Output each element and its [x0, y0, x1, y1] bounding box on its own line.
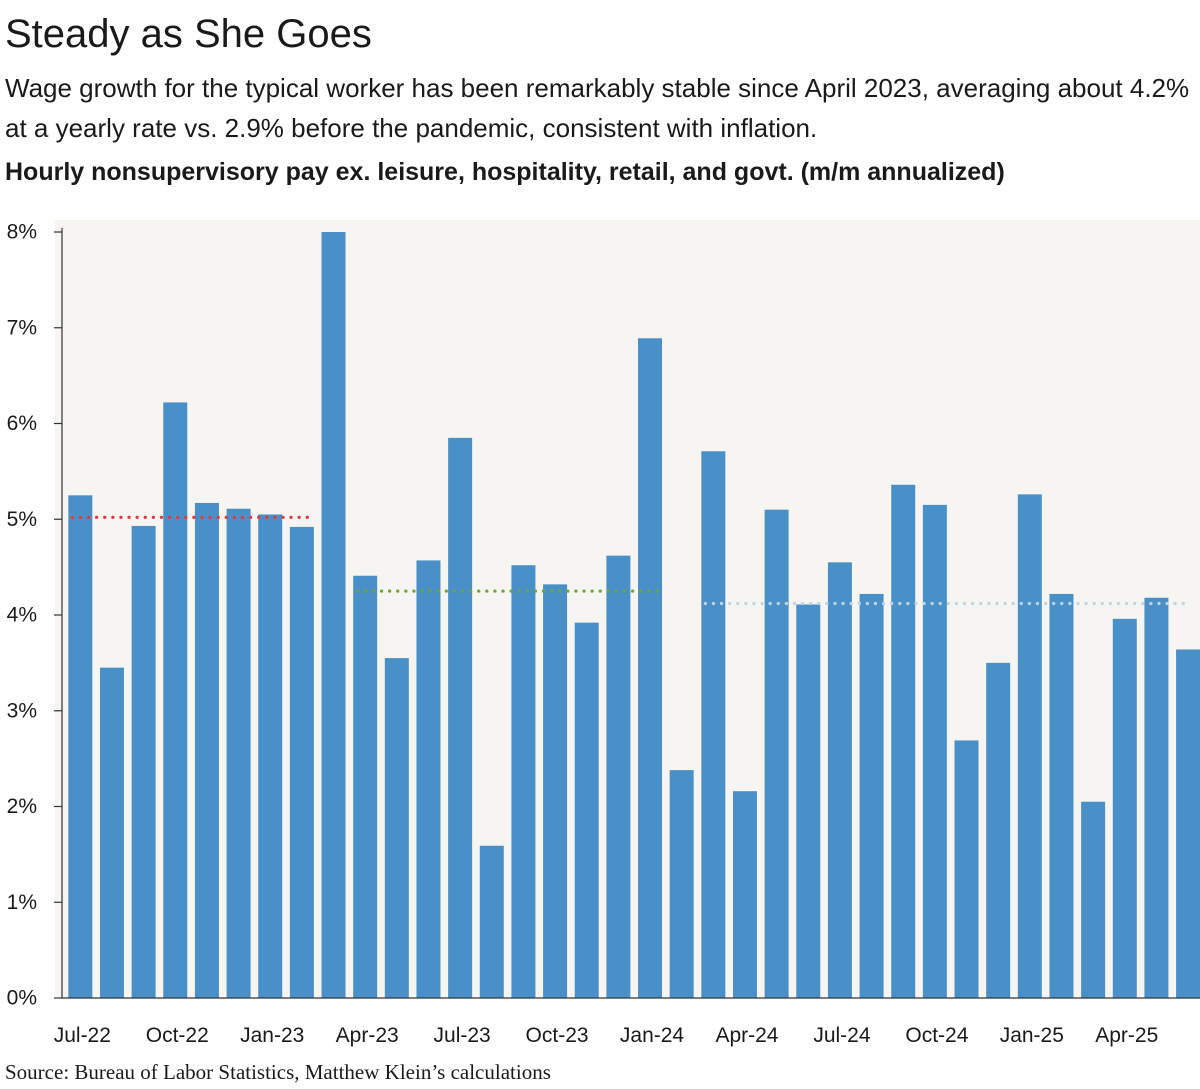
bar-oct-23: [543, 584, 568, 998]
bar-dec-22: [226, 508, 251, 998]
x-tick-label: Jul-23: [434, 1024, 491, 1047]
bar-may-24: [764, 509, 789, 998]
bar-apr-25: [1112, 618, 1137, 998]
bar-jun-24: [796, 604, 821, 998]
bar-apr-23: [353, 575, 378, 998]
x-tick-label: Jan-24: [620, 1024, 685, 1047]
bar-aug-22: [99, 667, 124, 998]
x-tick-label: Apr-24: [715, 1024, 778, 1047]
x-tick-label: Jul-22: [54, 1024, 111, 1047]
y-tick-label: 8%: [7, 221, 37, 244]
bar-oct-22: [163, 402, 188, 998]
bar-jan-25: [1017, 494, 1042, 998]
x-tick-label: Oct-22: [146, 1024, 209, 1047]
y-tick-label: 4%: [7, 604, 37, 627]
bar-nov-22: [194, 502, 219, 998]
y-tick-label: 5%: [7, 508, 37, 531]
bar-oct-24: [922, 504, 947, 998]
bar-dec-24: [986, 662, 1011, 998]
bar-nov-23: [574, 622, 599, 998]
bar-nov-24: [954, 740, 979, 998]
y-tick-label: 3%: [7, 699, 37, 722]
y-tick-label: 2%: [7, 795, 37, 818]
source-note: Source: Bureau of Labor Statistics, Matt…: [5, 1060, 551, 1084]
bar-mar-24: [701, 451, 726, 999]
bar-may-25: [1144, 597, 1169, 998]
bar-feb-23: [289, 526, 314, 998]
bar-jul-22: [68, 495, 93, 998]
bars: [68, 232, 1200, 999]
bar-jul-23: [448, 437, 473, 998]
y-tick-label: 7%: [7, 316, 37, 339]
y-tick-label: 1%: [7, 891, 37, 914]
bar-jun-25: [1176, 649, 1200, 998]
bar-may-23: [384, 658, 409, 998]
x-tick-label: Oct-23: [526, 1024, 589, 1047]
bar-aug-24: [859, 593, 884, 998]
x-tick-label: Apr-25: [1095, 1024, 1158, 1047]
bar-mar-23: [321, 232, 346, 998]
bar-dec-23: [606, 555, 631, 998]
bar-sep-24: [891, 484, 916, 998]
bar-feb-25: [1049, 593, 1074, 998]
x-tick-label: Apr-23: [336, 1024, 399, 1047]
chart-subtitle: Wage growth for the typical worker has b…: [5, 73, 1190, 143]
y-tick-label: 0%: [7, 987, 37, 1010]
bar-mar-25: [1081, 801, 1106, 998]
y-axis: 0% 1% 2% 3% 4% 5% 6% 7% 8%: [7, 221, 63, 1010]
bar-apr-24: [732, 791, 757, 998]
bar-aug-23: [479, 845, 504, 998]
chart-title: Steady as She Goes: [5, 12, 372, 56]
chart-heading: Hourly nonsupervisory pay ex. leisure, h…: [5, 158, 1005, 186]
bar-jun-23: [416, 560, 441, 998]
bar-sep-22: [131, 525, 156, 998]
bar-sep-23: [511, 565, 536, 998]
bar-jul-24: [827, 562, 852, 998]
bar-jan-24: [638, 338, 663, 999]
x-tick-label: Jan-25: [1000, 1024, 1064, 1047]
x-tick-label: Jan-23: [240, 1024, 304, 1047]
x-tick-label: Jul-24: [813, 1024, 871, 1047]
y-tick-label: 6%: [7, 412, 37, 435]
bar-jan-23: [258, 514, 283, 998]
x-axis: Jul-22 Oct-22 Jan-23 Apr-23 Jul-23 Oct-23 Jan-…: [54, 997, 1200, 1047]
bar-feb-24: [669, 770, 694, 998]
x-tick-label: Oct-24: [905, 1024, 968, 1047]
average-lines: [70, 515, 1190, 606]
